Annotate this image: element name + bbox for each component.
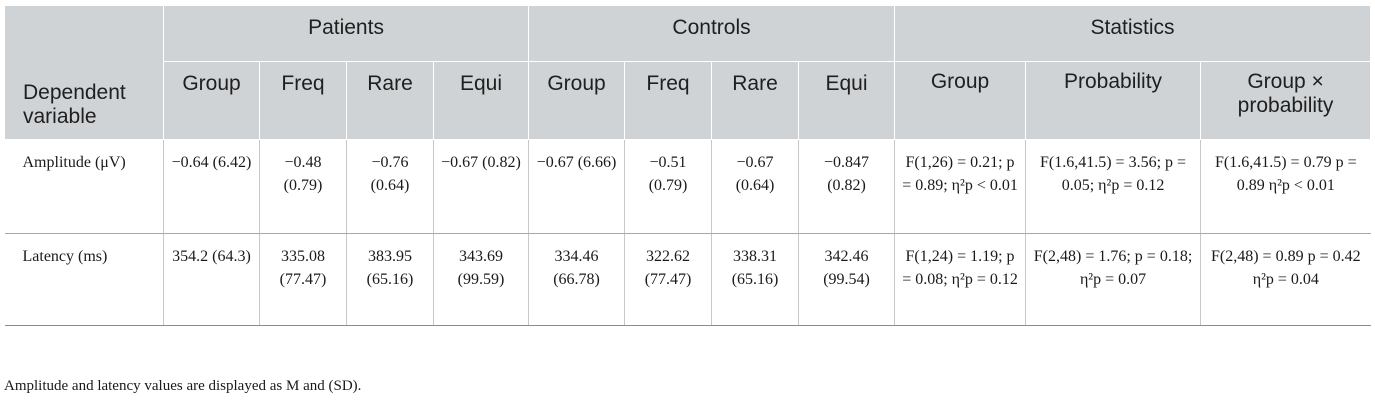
table-row: Latency (ms) 354.2 (64.3) 335.08 (77.47)… [4, 233, 1371, 326]
stat-cell: F(1,24) = 1.19; p = 0.08; η²p = 0.12 [894, 233, 1027, 326]
stat-cell: F(2,48) = 0.89 p = 0.42 η²p = 0.04 [1200, 233, 1371, 326]
table-cell: 335.08 (77.47) [259, 233, 347, 326]
stat-header-group: Group [894, 61, 1027, 140]
table-cell: −0.67 (6.66) [528, 139, 626, 234]
table-cell: −0.67 (0.82) [433, 139, 530, 234]
row-label: Amplitude (μV) [4, 139, 164, 234]
patients-rare-header: Rare [346, 61, 434, 140]
table-cell: 383.95 (65.16) [346, 233, 434, 326]
controls-group-header: Group [528, 61, 626, 140]
table-cell: 343.69 (99.59) [433, 233, 530, 326]
table-cell: 354.2 (64.3) [163, 233, 260, 326]
table-cell: −0.67 (0.64) [711, 139, 800, 234]
results-table: Dependent variable Patients Controls Sta… [4, 5, 1372, 326]
patients-header: Patients [162, 5, 530, 62]
table-row: Amplitude (μV) −0.64 (6.42) −0.48 (0.79)… [4, 139, 1371, 234]
dependent-variable-header: Dependent variable [4, 5, 164, 140]
table-cell: 322.62 (77.47) [624, 233, 713, 326]
patients-freq-header: Freq [259, 61, 347, 140]
statistics-header: Statistics [894, 5, 1372, 62]
controls-equi-header: Equi [798, 61, 896, 140]
table-cell: −0.76 (0.64) [346, 139, 434, 234]
controls-rare-header: Rare [711, 61, 800, 140]
patients-equi-header: Equi [432, 61, 530, 140]
patients-group-header: Group [163, 61, 260, 140]
table-cell: −0.51 (0.79) [624, 139, 713, 234]
stat-header-group-x-probability: Group × probability [1200, 61, 1372, 140]
table-cell: −0.64 (6.42) [163, 139, 260, 234]
table-cell: 342.46 (99.54) [798, 233, 896, 326]
controls-freq-header: Freq [624, 61, 713, 140]
stat-cell: F(1,26) = 0.21; p = 0.89; η²p < 0.01 [894, 139, 1027, 234]
table-cell: −0.48 (0.79) [259, 139, 347, 234]
stat-header-probability: Probability [1025, 61, 1202, 140]
stat-cell: F(2,48) = 1.76; p = 0.18; η²p = 0.07 [1025, 233, 1202, 326]
stat-cell: F(1.6,41.5) = 3.56; p = 0.05; η²p = 0.12 [1025, 139, 1202, 234]
table-cell: 334.46 (66.78) [528, 233, 626, 326]
stat-cell: F(1.6,41.5) = 0.79 p = 0.89 η²p < 0.01 [1200, 139, 1371, 234]
row-label: Latency (ms) [4, 233, 164, 326]
table-cell: −0.847 (0.82) [798, 139, 896, 234]
table-cell: 338.31 (65.16) [711, 233, 800, 326]
controls-header: Controls [528, 5, 896, 62]
table-footnote: Amplitude and latency values are display… [4, 378, 362, 394]
